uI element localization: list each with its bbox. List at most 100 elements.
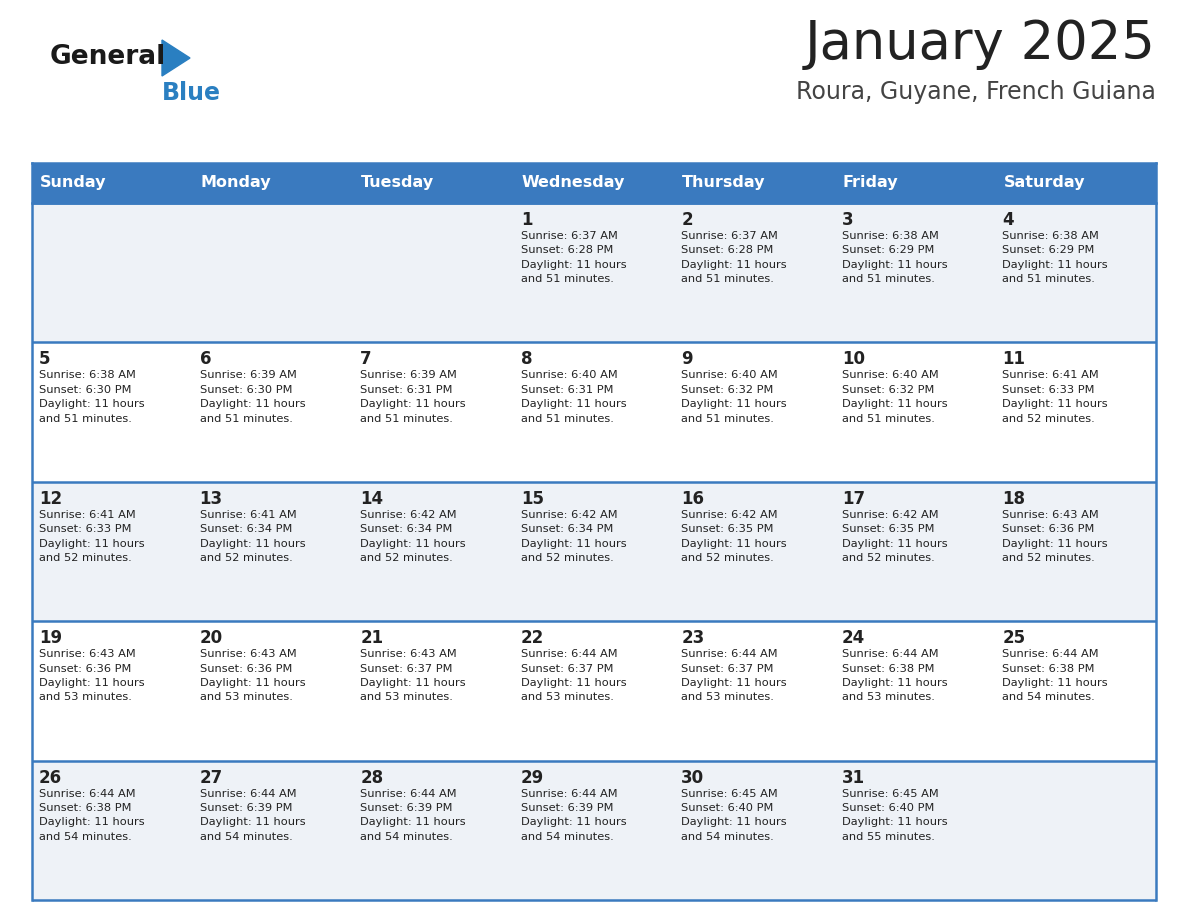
Text: 17: 17 [842, 490, 865, 508]
Text: 19: 19 [39, 629, 62, 647]
Text: Sunrise: 6:45 AM
Sunset: 6:40 PM
Daylight: 11 hours
and 54 minutes.: Sunrise: 6:45 AM Sunset: 6:40 PM Dayligh… [681, 789, 786, 842]
Bar [835, 203, 996, 342]
Text: 28: 28 [360, 768, 384, 787]
Text: Sunrise: 6:44 AM
Sunset: 6:39 PM
Daylight: 11 hours
and 54 minutes.: Sunrise: 6:44 AM Sunset: 6:39 PM Dayligh… [520, 789, 626, 842]
Bar [675, 761, 835, 900]
Text: 3: 3 [842, 211, 853, 229]
Text: Sunrise: 6:38 AM
Sunset: 6:29 PM
Daylight: 11 hours
and 51 minutes.: Sunrise: 6:38 AM Sunset: 6:29 PM Dayligh… [1003, 231, 1108, 285]
Text: Sunrise: 6:42 AM
Sunset: 6:34 PM
Daylight: 11 hours
and 52 minutes.: Sunrise: 6:42 AM Sunset: 6:34 PM Dayligh… [520, 509, 626, 563]
Text: 13: 13 [200, 490, 222, 508]
Text: 15: 15 [520, 490, 544, 508]
Bar [675, 621, 835, 761]
Bar [192, 621, 353, 761]
Bar [513, 342, 675, 482]
Text: Sunrise: 6:38 AM
Sunset: 6:29 PM
Daylight: 11 hours
and 51 minutes.: Sunrise: 6:38 AM Sunset: 6:29 PM Dayligh… [842, 231, 948, 285]
Text: Sunday: Sunday [40, 175, 107, 191]
Bar [513, 482, 675, 621]
Text: Sunrise: 6:40 AM
Sunset: 6:32 PM
Daylight: 11 hours
and 51 minutes.: Sunrise: 6:40 AM Sunset: 6:32 PM Dayligh… [842, 370, 948, 423]
Text: Sunrise: 6:37 AM
Sunset: 6:28 PM
Daylight: 11 hours
and 51 minutes.: Sunrise: 6:37 AM Sunset: 6:28 PM Dayligh… [681, 231, 786, 285]
Text: 16: 16 [681, 490, 704, 508]
Bar [32, 163, 1156, 203]
Text: Sunrise: 6:38 AM
Sunset: 6:30 PM
Daylight: 11 hours
and 51 minutes.: Sunrise: 6:38 AM Sunset: 6:30 PM Dayligh… [39, 370, 145, 423]
Text: 30: 30 [681, 768, 704, 787]
Text: 1: 1 [520, 211, 532, 229]
Text: General: General [50, 44, 166, 70]
Bar [192, 761, 353, 900]
Text: 6: 6 [200, 351, 211, 368]
Bar [513, 761, 675, 900]
Text: 5: 5 [39, 351, 51, 368]
Text: Blue: Blue [162, 81, 221, 105]
Bar [353, 482, 513, 621]
Bar [835, 761, 996, 900]
Text: 23: 23 [681, 629, 704, 647]
Text: Sunrise: 6:42 AM
Sunset: 6:35 PM
Daylight: 11 hours
and 52 minutes.: Sunrise: 6:42 AM Sunset: 6:35 PM Dayligh… [681, 509, 786, 563]
Text: Saturday: Saturday [1004, 175, 1085, 191]
Text: 7: 7 [360, 351, 372, 368]
Text: Sunrise: 6:40 AM
Sunset: 6:32 PM
Daylight: 11 hours
and 51 minutes.: Sunrise: 6:40 AM Sunset: 6:32 PM Dayligh… [681, 370, 786, 423]
Text: Friday: Friday [842, 175, 898, 191]
Text: 24: 24 [842, 629, 865, 647]
Text: Sunrise: 6:42 AM
Sunset: 6:35 PM
Daylight: 11 hours
and 52 minutes.: Sunrise: 6:42 AM Sunset: 6:35 PM Dayligh… [842, 509, 948, 563]
Bar [192, 342, 353, 482]
Polygon shape [162, 40, 190, 76]
Text: Sunrise: 6:43 AM
Sunset: 6:37 PM
Daylight: 11 hours
and 53 minutes.: Sunrise: 6:43 AM Sunset: 6:37 PM Dayligh… [360, 649, 466, 702]
Bar [192, 203, 353, 342]
Bar [32, 203, 192, 342]
Text: 9: 9 [681, 351, 693, 368]
Text: 8: 8 [520, 351, 532, 368]
Text: 2: 2 [681, 211, 693, 229]
Text: Sunrise: 6:44 AM
Sunset: 6:39 PM
Daylight: 11 hours
and 54 minutes.: Sunrise: 6:44 AM Sunset: 6:39 PM Dayligh… [360, 789, 466, 842]
Bar [353, 761, 513, 900]
Bar [835, 482, 996, 621]
Text: Sunrise: 6:43 AM
Sunset: 6:36 PM
Daylight: 11 hours
and 53 minutes.: Sunrise: 6:43 AM Sunset: 6:36 PM Dayligh… [39, 649, 145, 702]
Text: Thursday: Thursday [682, 175, 766, 191]
Text: 26: 26 [39, 768, 62, 787]
Bar [675, 342, 835, 482]
Bar [996, 761, 1156, 900]
Text: Sunrise: 6:40 AM
Sunset: 6:31 PM
Daylight: 11 hours
and 51 minutes.: Sunrise: 6:40 AM Sunset: 6:31 PM Dayligh… [520, 370, 626, 423]
Text: 11: 11 [1003, 351, 1025, 368]
Bar [835, 342, 996, 482]
Text: Sunrise: 6:44 AM
Sunset: 6:38 PM
Daylight: 11 hours
and 54 minutes.: Sunrise: 6:44 AM Sunset: 6:38 PM Dayligh… [39, 789, 145, 842]
Text: Sunrise: 6:41 AM
Sunset: 6:33 PM
Daylight: 11 hours
and 52 minutes.: Sunrise: 6:41 AM Sunset: 6:33 PM Dayligh… [1003, 370, 1108, 423]
Text: Sunrise: 6:41 AM
Sunset: 6:33 PM
Daylight: 11 hours
and 52 minutes.: Sunrise: 6:41 AM Sunset: 6:33 PM Dayligh… [39, 509, 145, 563]
Bar [353, 342, 513, 482]
Text: Sunrise: 6:39 AM
Sunset: 6:31 PM
Daylight: 11 hours
and 51 minutes.: Sunrise: 6:39 AM Sunset: 6:31 PM Dayligh… [360, 370, 466, 423]
Text: Sunrise: 6:44 AM
Sunset: 6:39 PM
Daylight: 11 hours
and 54 minutes.: Sunrise: 6:44 AM Sunset: 6:39 PM Dayligh… [200, 789, 305, 842]
Text: 14: 14 [360, 490, 384, 508]
Text: Sunrise: 6:44 AM
Sunset: 6:38 PM
Daylight: 11 hours
and 54 minutes.: Sunrise: 6:44 AM Sunset: 6:38 PM Dayligh… [1003, 649, 1108, 702]
Text: Roura, Guyane, French Guiana: Roura, Guyane, French Guiana [796, 80, 1156, 104]
Text: 22: 22 [520, 629, 544, 647]
Text: Monday: Monday [201, 175, 271, 191]
Text: 31: 31 [842, 768, 865, 787]
Text: Sunrise: 6:45 AM
Sunset: 6:40 PM
Daylight: 11 hours
and 55 minutes.: Sunrise: 6:45 AM Sunset: 6:40 PM Dayligh… [842, 789, 948, 842]
Bar [513, 203, 675, 342]
Bar [996, 621, 1156, 761]
Text: January 2025: January 2025 [805, 18, 1156, 70]
Bar [835, 621, 996, 761]
Text: Sunrise: 6:43 AM
Sunset: 6:36 PM
Daylight: 11 hours
and 52 minutes.: Sunrise: 6:43 AM Sunset: 6:36 PM Dayligh… [1003, 509, 1108, 563]
Text: Sunrise: 6:43 AM
Sunset: 6:36 PM
Daylight: 11 hours
and 53 minutes.: Sunrise: 6:43 AM Sunset: 6:36 PM Dayligh… [200, 649, 305, 702]
Text: 21: 21 [360, 629, 384, 647]
Text: Tuesday: Tuesday [361, 175, 435, 191]
Bar [996, 342, 1156, 482]
Text: Sunrise: 6:42 AM
Sunset: 6:34 PM
Daylight: 11 hours
and 52 minutes.: Sunrise: 6:42 AM Sunset: 6:34 PM Dayligh… [360, 509, 466, 563]
Text: 25: 25 [1003, 629, 1025, 647]
Text: 10: 10 [842, 351, 865, 368]
Text: 27: 27 [200, 768, 223, 787]
Text: Sunrise: 6:41 AM
Sunset: 6:34 PM
Daylight: 11 hours
and 52 minutes.: Sunrise: 6:41 AM Sunset: 6:34 PM Dayligh… [200, 509, 305, 563]
Text: 20: 20 [200, 629, 222, 647]
Text: Sunrise: 6:44 AM
Sunset: 6:38 PM
Daylight: 11 hours
and 53 minutes.: Sunrise: 6:44 AM Sunset: 6:38 PM Dayligh… [842, 649, 948, 702]
Bar [353, 203, 513, 342]
Bar [996, 482, 1156, 621]
Text: 18: 18 [1003, 490, 1025, 508]
Text: Sunrise: 6:37 AM
Sunset: 6:28 PM
Daylight: 11 hours
and 51 minutes.: Sunrise: 6:37 AM Sunset: 6:28 PM Dayligh… [520, 231, 626, 285]
Text: 29: 29 [520, 768, 544, 787]
Text: 4: 4 [1003, 211, 1015, 229]
Bar [32, 761, 192, 900]
Bar [192, 482, 353, 621]
Bar [675, 482, 835, 621]
Bar [675, 203, 835, 342]
Text: 12: 12 [39, 490, 62, 508]
